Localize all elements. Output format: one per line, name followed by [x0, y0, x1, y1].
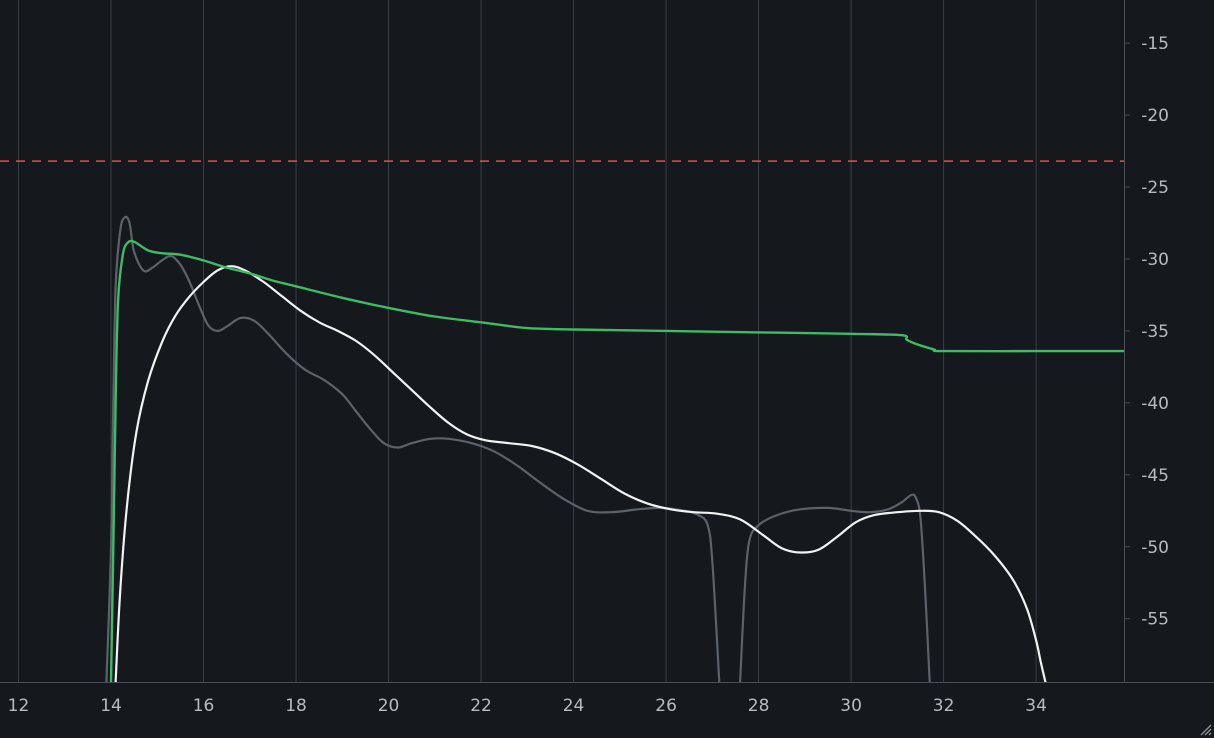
y-axis-ticks: -15 -20 -25 -30 -35 -40 -45 -50 -55	[1124, 34, 1169, 630]
y-tick-label: -35	[1141, 322, 1169, 342]
y-tick-label: -55	[1141, 610, 1169, 630]
x-tick-label: 32	[933, 696, 955, 716]
series-line-1	[105, 215, 721, 682]
data-series	[105, 215, 1124, 682]
x-axis-ticks: 12 14 16 18 20 22 24 26 28 30 32 34	[8, 696, 1047, 716]
x-tick-label: 28	[748, 696, 770, 716]
resize-grip-icon[interactable]	[1198, 722, 1212, 736]
x-tick-label: 16	[193, 696, 215, 716]
x-tick-label: 20	[378, 696, 400, 716]
y-tick-label: -15	[1141, 34, 1169, 54]
y-tick-label: -40	[1141, 394, 1169, 414]
series-line-2	[739, 493, 931, 682]
x-tick-label: 34	[1025, 696, 1047, 716]
axes	[0, 0, 1214, 683]
x-tick-label: 22	[470, 696, 492, 716]
x-tick-label: 26	[655, 696, 677, 716]
x-tick-label: 12	[8, 696, 30, 716]
y-tick-label: -25	[1141, 178, 1169, 198]
x-tick-label: 24	[563, 696, 585, 716]
x-tick-label: 18	[285, 696, 307, 716]
y-tick-label: -45	[1141, 466, 1169, 486]
series-line-4	[109, 239, 1124, 682]
y-tick-label: -20	[1141, 106, 1169, 126]
x-tick-label: 30	[840, 696, 862, 716]
x-tick-label: 14	[100, 696, 122, 716]
series-line-3	[114, 265, 1047, 682]
grid-lines	[18, 0, 1037, 682]
y-tick-label: -30	[1141, 250, 1169, 270]
y-tick-label: -50	[1141, 538, 1169, 558]
